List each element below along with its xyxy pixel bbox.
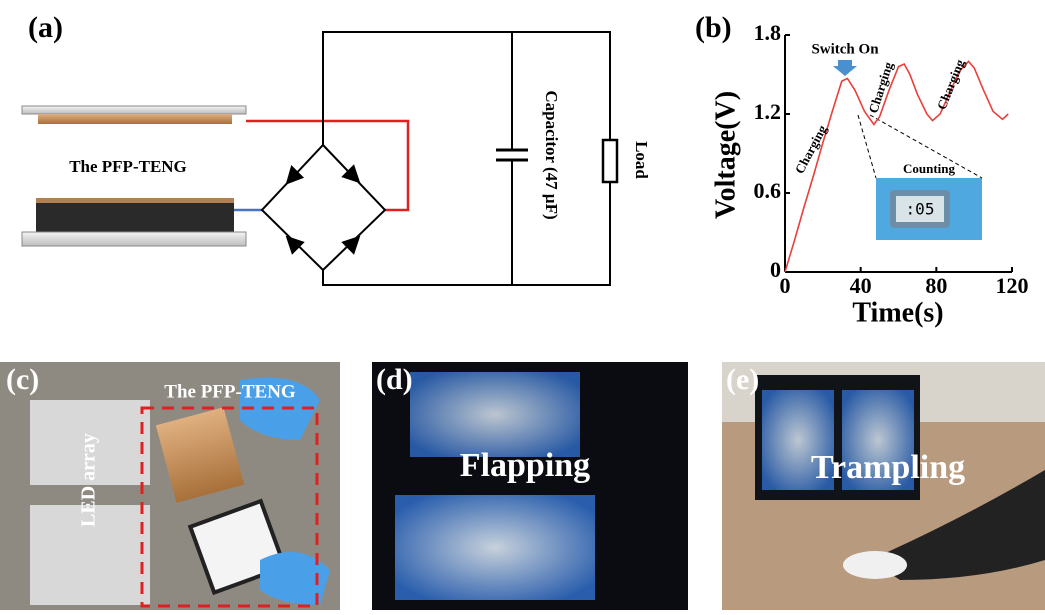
voltage-line bbox=[784, 60, 1009, 273]
bottom-electrode bbox=[36, 198, 234, 203]
device-label: The PFP-TENG bbox=[69, 157, 187, 176]
y-axis-label: Voltage(V) bbox=[710, 91, 741, 219]
caption: Flapping bbox=[460, 447, 590, 484]
diode bbox=[341, 235, 361, 255]
load-resistor bbox=[601, 138, 619, 184]
inset-text: :05 bbox=[906, 200, 935, 219]
led-array bbox=[395, 495, 595, 600]
zoom-line bbox=[857, 114, 877, 179]
y-tick-label: 1.2 bbox=[754, 99, 782, 124]
annotation: Charging bbox=[934, 57, 968, 112]
top-substrate bbox=[21, 105, 247, 115]
array-label: LED array bbox=[78, 433, 100, 527]
panel-label: (b) bbox=[695, 11, 732, 44]
switch-arrow bbox=[833, 60, 857, 76]
bottom-substrate bbox=[21, 231, 247, 247]
y-tick-label: 0.6 bbox=[754, 178, 782, 203]
red-wire bbox=[246, 119, 410, 212]
bottom-wire bbox=[322, 182, 611, 286]
led-board bbox=[30, 505, 150, 605]
panel-label: (e) bbox=[726, 363, 759, 396]
annotation: Counting bbox=[903, 161, 956, 176]
panel-a: (a) The PFP-TENG Capacitor (47 μF) Load bbox=[21, 11, 651, 286]
device-label: The PFP-TENG bbox=[164, 381, 296, 402]
bridge bbox=[260, 143, 387, 272]
top-wire bbox=[322, 31, 611, 145]
led-array bbox=[410, 372, 580, 457]
y-tick-label: 0 bbox=[770, 257, 781, 282]
x-tick-label: 120 bbox=[996, 273, 1029, 298]
diode bbox=[285, 235, 305, 255]
timer-screen bbox=[896, 196, 944, 222]
x-axis-label: Time(s) bbox=[852, 297, 943, 328]
annotation: Charging bbox=[792, 122, 830, 176]
copper-plate bbox=[155, 407, 245, 503]
panel-b: (b) Voltage(V) Time(s) :05 0 0.6 1.2 1.8 0 40… bbox=[695, 11, 1029, 329]
top-electrode bbox=[38, 114, 232, 124]
caption: Trampling bbox=[811, 449, 965, 486]
annotation: Charging bbox=[865, 60, 896, 115]
led-board bbox=[30, 400, 150, 485]
annotation: Switch On bbox=[811, 41, 879, 57]
panel-label: (d) bbox=[376, 363, 413, 396]
glove bbox=[240, 377, 320, 440]
panel-e: (e) Trampling bbox=[722, 362, 1045, 610]
leg bbox=[870, 470, 1045, 580]
zoom-line bbox=[869, 114, 983, 179]
x-tick-label: 0 bbox=[780, 273, 791, 298]
panel-c: (c) The PFP-TENG LED array bbox=[0, 362, 340, 610]
capacitor-label: Capacitor (47 μF) bbox=[542, 90, 561, 219]
panel-label: (a) bbox=[28, 11, 63, 44]
x-tick-label: 40 bbox=[850, 273, 872, 298]
x-tick-label: 80 bbox=[925, 273, 947, 298]
led-array bbox=[762, 390, 834, 490]
led-array bbox=[842, 390, 914, 490]
panel-label: (c) bbox=[6, 363, 39, 396]
panel-d: (d) Flapping bbox=[372, 362, 688, 610]
glove bbox=[260, 552, 330, 605]
foam-layer bbox=[36, 198, 234, 232]
diode bbox=[285, 164, 305, 185]
highlight-box bbox=[140, 406, 319, 608]
shoe bbox=[843, 551, 907, 579]
y-tick-label: 1.8 bbox=[754, 20, 782, 45]
load-label: Load bbox=[632, 141, 651, 179]
